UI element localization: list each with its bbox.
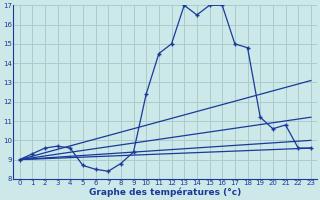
- X-axis label: Graphe des températures (°c): Graphe des températures (°c): [89, 188, 241, 197]
